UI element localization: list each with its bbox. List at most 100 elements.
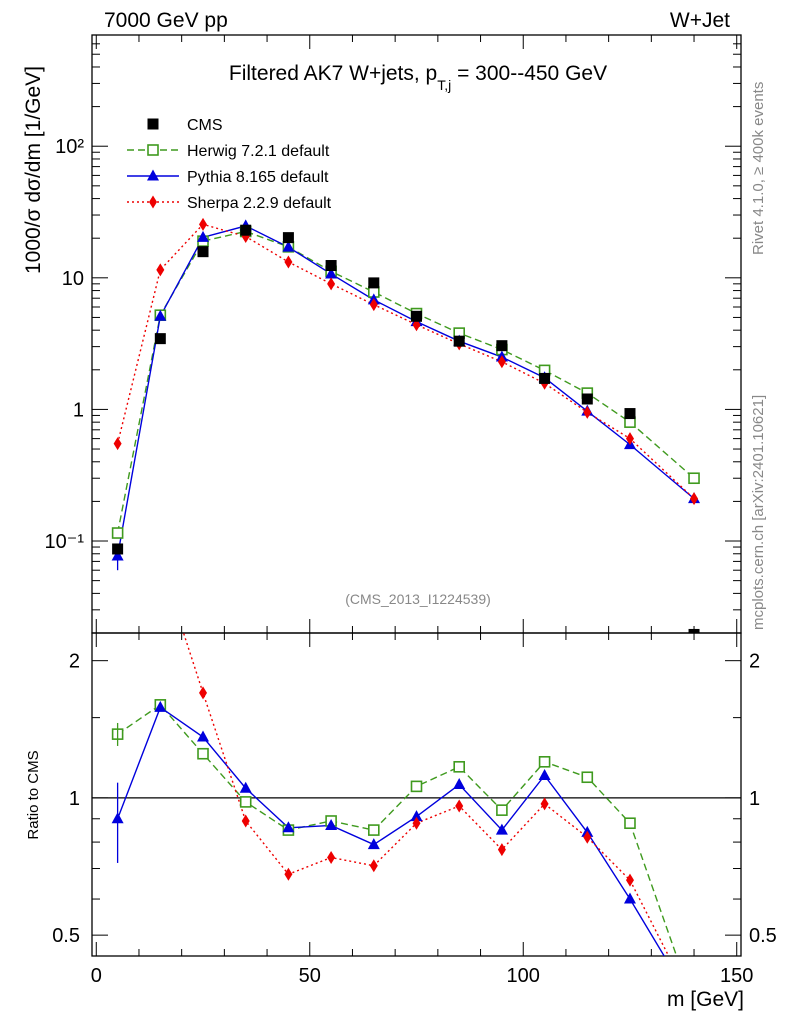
- series-point: [325, 267, 338, 279]
- series-line: [116, 230, 695, 534]
- site-label: mcplots.cern.ch [arXiv:2401.10621]: [750, 395, 767, 630]
- x-tick-label: 50: [299, 965, 321, 987]
- chart-title-main: Filtered AK7 W+jets, p: [229, 62, 437, 85]
- data-point: [325, 260, 337, 272]
- x-tick-label: 100: [507, 965, 540, 987]
- axis-tick-labels: 0 50 100 150 10⁻¹ 1 10 10² 0.5 0.5 1 1 2 2: [45, 136, 777, 987]
- axis-ticks: [92, 34, 741, 956]
- ratio-tick-label-left: 2: [69, 651, 80, 673]
- ratio-point: [538, 768, 551, 780]
- ratio-point: [540, 797, 549, 811]
- ratio-point: [623, 892, 636, 904]
- legend-marker: [147, 144, 159, 156]
- series-point: [282, 240, 295, 252]
- chart-title-sub: T,j: [437, 77, 451, 93]
- legend-label: Pythia 8.165 default: [187, 169, 329, 186]
- ratio-point: [583, 830, 592, 844]
- ratio-point: [538, 756, 551, 768]
- x-tick-label: 150: [720, 965, 753, 987]
- data-point: [240, 224, 252, 236]
- ratio-point: [368, 824, 380, 836]
- ratio-line: [117, 703, 678, 956]
- ratio-point: [625, 873, 634, 887]
- legend-label: Herwig 7.2.1 default: [187, 143, 330, 160]
- legend-marker: [147, 118, 159, 130]
- series-point: [197, 230, 210, 242]
- y-tick-label: 1: [73, 399, 84, 421]
- series-point: [111, 527, 124, 539]
- ratio-tick-label-right: 0.5: [749, 925, 777, 947]
- ratio-tick-label-right: 2: [749, 651, 760, 673]
- ratio-point: [624, 817, 636, 830]
- ratio-point: [497, 843, 506, 857]
- ratio-point: [197, 747, 209, 760]
- series-line: [116, 223, 695, 500]
- y-tick-label: 10: [62, 268, 84, 290]
- x-axis-label: m [GeV]: [667, 988, 744, 1011]
- y-tick-label: 10²: [55, 136, 84, 158]
- ratio-tick-label-right: 1: [749, 788, 760, 810]
- ratio-point: [495, 823, 508, 835]
- data-point: [282, 232, 294, 244]
- legend: CMS Herwig 7.2.1 default Pythia 8.165 defa…: [127, 117, 332, 212]
- series-line: [116, 225, 695, 557]
- data-point: [112, 543, 124, 555]
- ratio-point: [241, 814, 250, 828]
- legend-label: Sherpa 2.2.9 default: [187, 195, 332, 212]
- y-axis-label-main: 1000/σ dσ/dm [1/GeV]: [22, 66, 45, 274]
- ratio-point: [239, 796, 252, 808]
- series-point: [327, 277, 336, 291]
- series-point: [369, 298, 378, 312]
- ratio-point: [410, 810, 423, 822]
- ratio-point: [453, 778, 466, 790]
- ratio-point: [367, 838, 380, 850]
- ratio-line: [182, 633, 670, 956]
- data-point: [688, 628, 700, 633]
- ratio-plot-frame: [91, 632, 742, 957]
- series-point: [199, 217, 208, 231]
- data-point: [197, 246, 209, 258]
- ratio-point: [412, 816, 421, 830]
- ratio-point: [496, 804, 508, 816]
- ratio-point: [284, 867, 293, 881]
- data-point: [496, 340, 508, 352]
- series-point: [497, 355, 506, 369]
- ratio-point: [327, 851, 336, 865]
- series-point: [284, 255, 293, 269]
- series-point: [113, 437, 122, 451]
- top-left-label: 7000 GeV pp: [104, 9, 228, 32]
- chart-title: Filtered AK7 W+jets, pT,j = 300--450 GeV: [229, 62, 607, 93]
- series-point: [688, 472, 700, 485]
- ratio-point: [156, 555, 164, 568]
- series-point: [154, 309, 167, 321]
- ratio-tick-label-left: 1: [69, 788, 80, 810]
- data-point: [411, 310, 422, 322]
- ratio-point: [199, 686, 208, 700]
- top-right-label: W+Jet: [670, 9, 730, 32]
- ratio-point: [410, 780, 423, 793]
- series-point: [625, 432, 634, 446]
- legend-label: CMS: [187, 117, 223, 134]
- ratio-point: [197, 730, 210, 742]
- data-point: [154, 333, 166, 345]
- data-point: [453, 335, 465, 347]
- ratio-point: [325, 818, 338, 830]
- data-point: [624, 408, 636, 420]
- analysis-label: (CMS_2013_I1224539): [345, 591, 491, 607]
- chart-title-rest: = 300--450 GeV: [451, 62, 607, 85]
- ratio-plot-series: [111, 555, 678, 956]
- ratio-point: [239, 781, 252, 793]
- y-axis-label-ratio: Ratio to CMS: [25, 750, 42, 839]
- legend-marker: [147, 169, 159, 181]
- y-tick-label: 10⁻¹: [45, 531, 85, 553]
- ratio-point: [455, 799, 464, 813]
- rivet-label: Rivet 4.1.0, ≥ 400k events: [750, 82, 767, 255]
- data-point: [539, 372, 551, 384]
- series-point: [156, 263, 165, 277]
- x-tick-label: 0: [91, 965, 102, 987]
- ratio-point: [453, 761, 465, 773]
- main-plot-series: [111, 217, 701, 633]
- ratio-tick-label-left: 0.5: [52, 925, 80, 947]
- ratio-point: [581, 771, 594, 784]
- data-point: [368, 277, 380, 289]
